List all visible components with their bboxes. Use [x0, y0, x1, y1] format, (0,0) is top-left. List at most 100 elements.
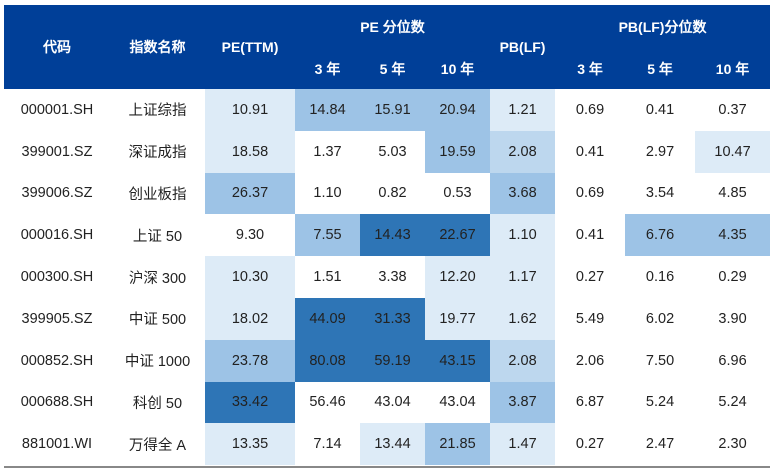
- table-row: 399001.SZ 深证成指 18.58 1.37 5.03 19.59 2.08 0.41 2…: [4, 130, 771, 173]
- cell-pe-ttm: 33.42: [205, 381, 295, 424]
- cell-pb-lf: 1.10: [490, 214, 556, 257]
- cell-pe-ttm: 10.30: [205, 256, 295, 298]
- cell-pe-5y: 13.44: [360, 423, 425, 466]
- cell-index-name: 上证 50: [132, 228, 183, 245]
- cell-pb-10y: 0.37: [695, 89, 771, 131]
- cell-index-name: 上证综指: [128, 103, 187, 120]
- cell-pe-10y: 22.67: [425, 214, 491, 257]
- table-row: 000016.SH 上证 50 9.30 7.55 14.43 22.67 1.10 0.41…: [4, 214, 771, 257]
- cell-index-name: 万得全 A: [128, 437, 187, 454]
- cell-pb-5y: 6.02: [625, 297, 696, 340]
- cell-pb-5y: 7.50: [625, 339, 696, 382]
- table-row: 000300.SH 沪深 300 10.30 1.51 3.38 12.20 1.17 0.2…: [4, 256, 771, 298]
- bottom-rule: [4, 466, 770, 468]
- header-pe-5y: 5 年: [360, 48, 425, 89]
- cell-pb-lf: 1.47: [490, 423, 556, 466]
- cell-pe-5y: 0.82: [360, 172, 425, 215]
- cell-pe-3y: 1.37: [295, 130, 360, 173]
- cell-pe-10y: 12.20: [425, 256, 491, 298]
- cell-pb-lf: 1.17: [490, 256, 556, 298]
- cell-pb-10y: 3.90: [695, 297, 771, 340]
- cell-pe-ttm: 18.58: [205, 130, 295, 173]
- cell-pb-5y: 3.54: [625, 172, 696, 215]
- cell-pe-ttm: 13.35: [205, 423, 295, 466]
- cell-pb-5y: 0.41: [625, 89, 696, 131]
- cell-index-name: 深证成指: [128, 145, 187, 162]
- cell-pe-ttm: 23.78: [205, 339, 295, 382]
- cell-pe-ttm: 26.37: [205, 172, 295, 215]
- cell-pb-3y: 5.49: [555, 297, 626, 340]
- cell-pb-10y: 0.29: [695, 256, 771, 298]
- cell-pe-5y: 15.91: [360, 89, 425, 131]
- cell-code: 399001.SZ: [21, 143, 93, 160]
- cell-pb-lf: 2.08: [490, 339, 556, 382]
- cell-pb-lf: 1.62: [490, 297, 556, 340]
- cell-pe-5y: 14.43: [360, 214, 425, 257]
- cell-index-name: 中证 1000: [124, 354, 191, 371]
- cell-code: 000016.SH: [20, 227, 94, 244]
- cell-pb-5y: 2.97: [625, 130, 696, 173]
- cell-pe-5y: 31.33: [360, 297, 425, 340]
- cell-pb-10y: 5.24: [695, 381, 771, 424]
- cell-pe-5y: 43.04: [360, 381, 425, 424]
- cell-pe-10y: 43.04: [425, 381, 491, 424]
- header-pb-percentile: PB(LF)分位数: [555, 5, 771, 48]
- cell-pb-lf: 1.21: [490, 89, 556, 131]
- cell-pe-3y: 7.55: [295, 214, 360, 257]
- cell-pe-3y: 80.08: [295, 339, 360, 382]
- cell-pe-3y: 44.09: [295, 297, 360, 340]
- table-header: 代码 指数名称 PE(TTM) PE 分位数 PB(LF) PB(LF)分位数 …: [4, 5, 771, 89]
- cell-pe-10y: 0.53: [425, 172, 491, 215]
- cell-pe-3y: 14.84: [295, 89, 360, 131]
- cell-index-name: 中证 500: [128, 312, 187, 329]
- cell-pb-3y: 6.87: [555, 381, 626, 424]
- table-row: 881001.WI 万得全 A 13.35 7.14 13.44 21.85 1.47 0.2…: [4, 423, 771, 466]
- cell-pb-5y: 0.16: [625, 256, 696, 298]
- cell-pb-3y: 0.27: [555, 423, 626, 466]
- header-index-name: 指数名称: [110, 5, 205, 89]
- cell-pb-10y: 6.96: [695, 339, 771, 382]
- cell-pb-5y: 5.24: [625, 381, 696, 424]
- header-code: 代码: [4, 5, 110, 89]
- cell-pe-10y: 19.77: [425, 297, 491, 340]
- cell-pe-5y: 3.38: [360, 256, 425, 298]
- header-pe-ttm: PE(TTM): [205, 5, 295, 89]
- table-body: 000001.SH 上证综指 10.91 14.84 15.91 20.94 1.21 0.6…: [4, 89, 771, 466]
- cell-pe-ttm: 9.30: [205, 214, 295, 257]
- cell-code: 000300.SH: [20, 269, 94, 286]
- table-row: 399905.SZ 中证 500 18.02 44.09 31.33 19.77 1.62 5…: [4, 297, 771, 340]
- table-row: 000001.SH 上证综指 10.91 14.84 15.91 20.94 1.21 0.6…: [4, 89, 771, 131]
- cell-pb-10y: 4.85: [695, 172, 771, 215]
- header-pe-3y: 3 年: [295, 48, 360, 89]
- header-pb-5y: 5 年: [625, 48, 696, 89]
- cell-pe-5y: 59.19: [360, 339, 425, 382]
- cell-code: 881001.WI: [21, 436, 93, 453]
- cell-pe-3y: 1.10: [295, 172, 360, 215]
- cell-pb-lf: 3.87: [490, 381, 556, 424]
- cell-pe-10y: 19.59: [425, 130, 491, 173]
- header-pb-lf: PB(LF): [490, 5, 556, 89]
- cell-code: 399006.SZ: [21, 185, 93, 202]
- cell-code: 399905.SZ: [21, 310, 93, 327]
- cell-pb-10y: 10.47: [695, 130, 771, 173]
- table-row: 000688.SH 科创 50 33.42 56.46 43.04 43.04 3.87 6.…: [4, 381, 771, 424]
- header-pe-10y: 10 年: [425, 48, 491, 89]
- cell-code: 000001.SH: [20, 101, 94, 118]
- cell-pe-10y: 20.94: [425, 89, 491, 131]
- cell-pb-3y: 0.69: [555, 89, 626, 131]
- cell-index-name: 沪深 300: [128, 270, 187, 287]
- cell-pb-3y: 0.27: [555, 256, 626, 298]
- cell-pe-ttm: 18.02: [205, 297, 295, 340]
- cell-pe-5y: 5.03: [360, 130, 425, 173]
- cell-pb-3y: 0.41: [555, 214, 626, 257]
- cell-index-name: 科创 50: [132, 395, 183, 412]
- cell-pb-5y: 6.76: [625, 214, 696, 257]
- valuation-table: 代码 指数名称 PE(TTM) PE 分位数 PB(LF) PB(LF)分位数 …: [4, 5, 771, 466]
- cell-index-name: 创业板指: [128, 186, 187, 203]
- cell-pe-ttm: 10.91: [205, 89, 295, 131]
- cell-pb-10y: 4.35: [695, 214, 771, 257]
- cell-code: 000688.SH: [20, 394, 94, 411]
- cell-pe-10y: 21.85: [425, 423, 491, 466]
- header-pe-percentile: PE 分位数: [295, 5, 491, 48]
- cell-pb-10y: 2.30: [695, 423, 771, 466]
